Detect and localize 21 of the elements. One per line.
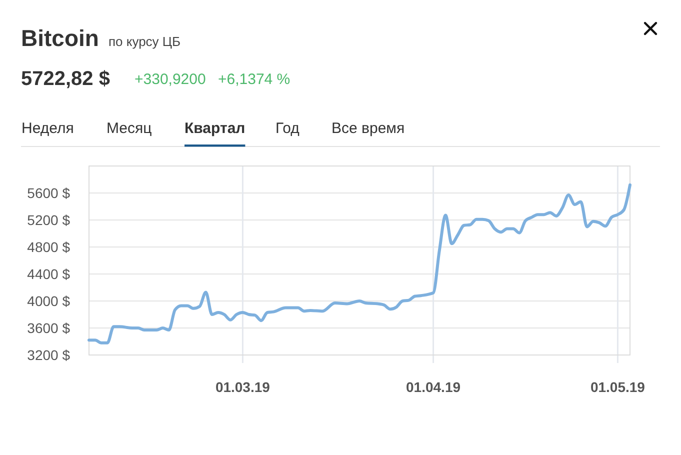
text: Месяц — [106, 120, 152, 137]
text: Все время — [332, 120, 405, 137]
y-tick-label: 3200 $ — [27, 347, 70, 363]
text: Год — [276, 120, 300, 137]
y-tick-label: 4800 $ — [27, 239, 70, 255]
text: Неделя — [22, 120, 74, 137]
text: +330,9200 — [134, 71, 206, 88]
chart-title: Bitcoin — [21, 25, 99, 51]
x-tick-label: 01.04.19 — [406, 379, 461, 395]
text: +6,1374 % — [218, 71, 290, 88]
y-tick-label: 4000 $ — [27, 293, 70, 309]
x-tick-label: 01.03.19 — [215, 379, 270, 395]
y-tick-label: 4400 $ — [27, 266, 70, 282]
text: 5722,82 $ — [21, 68, 110, 90]
y-tick-label: 3600 $ — [27, 320, 70, 336]
chart-subtitle: по курсу ЦБ — [108, 34, 181, 49]
x-tick-label: 01.05.19 — [590, 379, 646, 395]
y-tick-label: 5600 $ — [27, 185, 70, 201]
line-series — [88, 183, 632, 344]
text: Квартал — [184, 120, 246, 137]
y-tick-label: 5200 $ — [27, 212, 70, 228]
